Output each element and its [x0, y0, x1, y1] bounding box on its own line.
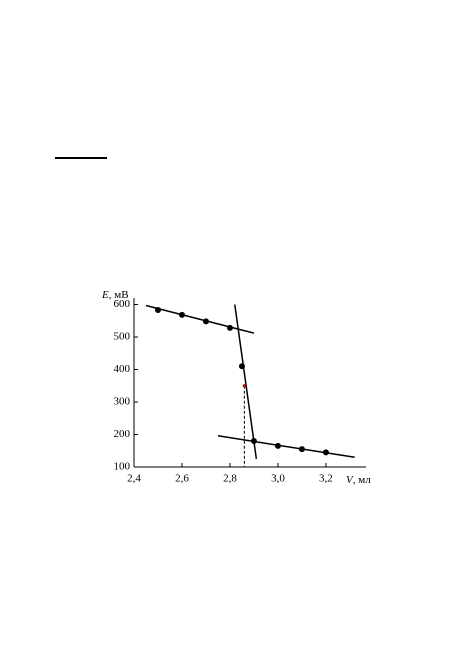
x-tick-label: 2,8 [223, 473, 237, 485]
x-tick-label: 3,0 [271, 473, 285, 485]
x-axis-label-unit: , мл [353, 474, 371, 486]
y-tick-label: 100 [114, 461, 131, 473]
data-point [202, 318, 209, 325]
data-point [238, 363, 245, 370]
fit-line [217, 435, 355, 458]
equivalence-point [242, 384, 246, 388]
y-axis-label: E, мВ [101, 289, 129, 301]
data-point [250, 438, 257, 444]
fit-line [145, 304, 255, 334]
y-tick-label: 300 [114, 396, 131, 408]
x-axis-label-symbol: V [346, 474, 354, 486]
data-point [226, 324, 233, 331]
data-point [178, 311, 185, 318]
y-axis-label-unit: , мВ [109, 289, 129, 301]
data-point [298, 446, 305, 453]
y-tick-label: 200 [114, 428, 131, 440]
fit-line [234, 304, 258, 459]
y-tick-label: 400 [114, 363, 131, 375]
y-tick-label: 600 [114, 298, 131, 310]
x-axis-label: V, мл [346, 474, 371, 486]
data-point [274, 442, 281, 449]
y-axis-label-symbol: E [101, 289, 109, 301]
x-tick-label: 2,6 [175, 473, 189, 485]
data-point [154, 307, 161, 314]
y-tick-label: 500 [114, 331, 131, 343]
data-point [322, 449, 329, 456]
x-tick-label: 3,2 [319, 473, 333, 485]
x-tick-label: 2,4 [127, 473, 141, 485]
